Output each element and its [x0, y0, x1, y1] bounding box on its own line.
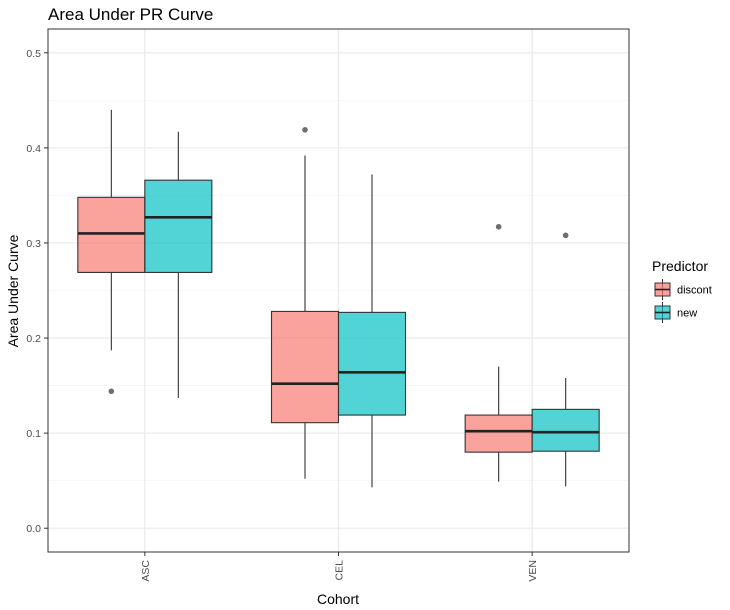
legend: Predictor discont new: [652, 258, 712, 323]
box-body: [337, 311, 407, 416]
x-axis-ticks: ASC CEL VEN: [140, 552, 539, 582]
box-body: [464, 414, 533, 453]
y-tick-label: 0.5: [26, 48, 41, 60]
legend-item-new: new: [654, 302, 697, 323]
box-body: [270, 310, 340, 424]
box-new-VEN: [531, 232, 600, 487]
y-tick-label: 0.3: [26, 238, 41, 250]
outlier-point: [302, 126, 308, 133]
y-tick-label: 0.2: [26, 333, 41, 345]
chart-title: Area Under PR Curve: [48, 5, 213, 24]
x-tick-label: ASC: [140, 560, 152, 582]
x-tick-label: VEN: [527, 560, 539, 582]
y-axis-ticks: 0.0 0.1 0.2 0.3 0.4 0.5: [26, 48, 48, 535]
box-discont-ASC: [77, 109, 146, 395]
y-tick-label: 0.0: [26, 523, 41, 535]
box-body: [531, 408, 600, 452]
box-new-ASC: [144, 131, 213, 398]
y-tick-label: 0.4: [26, 143, 41, 155]
box-series: [77, 109, 600, 488]
x-axis-title: Cohort: [317, 591, 359, 607]
y-tick-label: 0.1: [26, 428, 41, 440]
legend-label: new: [677, 308, 697, 320]
box-discont-CEL: [270, 126, 340, 479]
outlier-point: [108, 388, 115, 395]
legend-item-discont: discont: [654, 279, 712, 300]
box-body: [144, 179, 213, 273]
plot-panel: [48, 29, 629, 552]
y-axis-title: Area Under Curve: [5, 234, 21, 347]
box-body: [77, 196, 146, 273]
box-discont-VEN: [464, 223, 533, 482]
outlier-point: [495, 223, 502, 230]
x-tick-label: CEL: [334, 560, 346, 581]
legend-label: discont: [677, 285, 712, 297]
outlier-point: [562, 232, 569, 239]
plot-border: [47, 28, 630, 553]
box-new-CEL: [337, 174, 407, 488]
legend-title: Predictor: [652, 258, 708, 274]
